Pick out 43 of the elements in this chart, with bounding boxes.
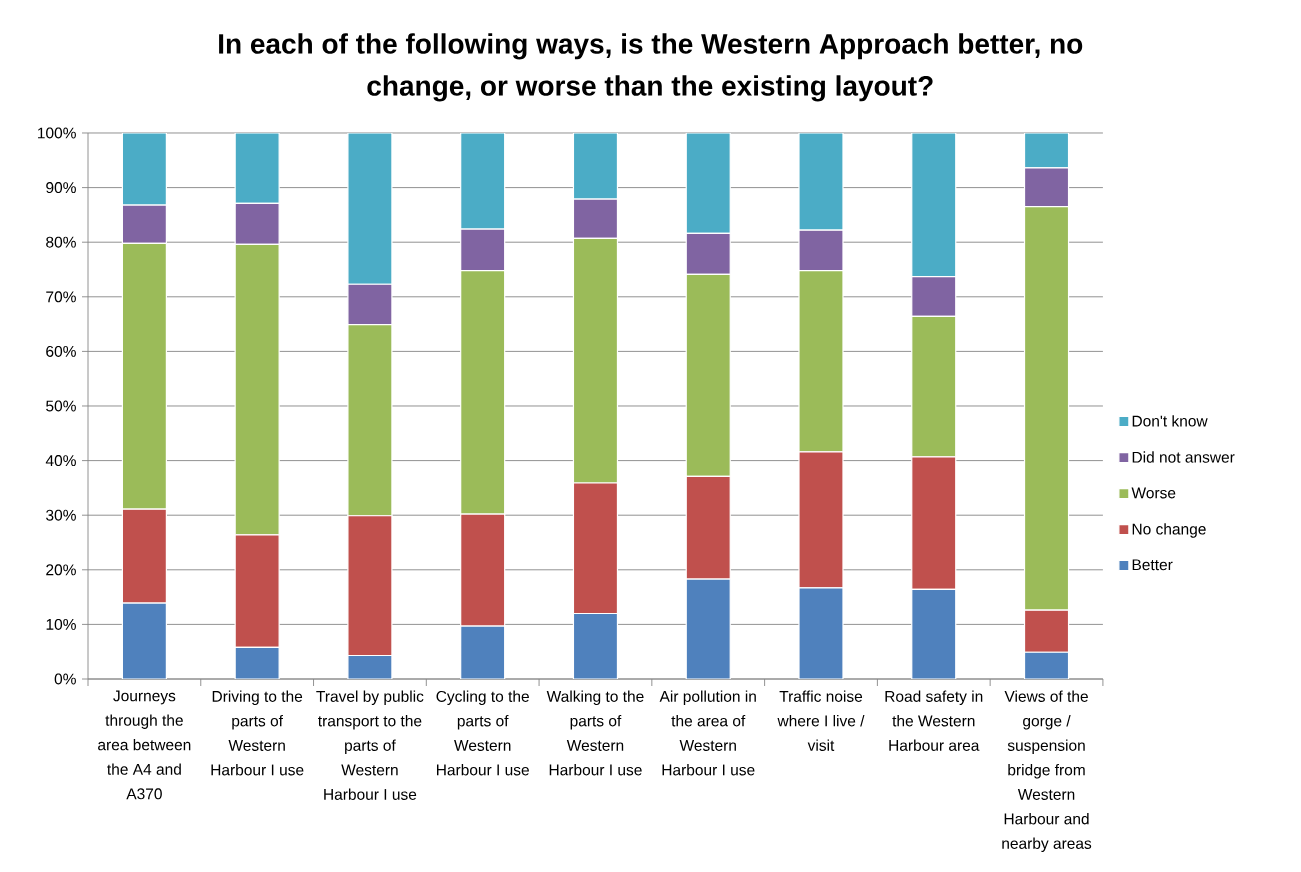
bar [460, 132, 506, 230]
y-tick-label: 70% [46, 291, 76, 303]
legend-label: Better [1132, 559, 1173, 571]
y-tick-label: 50% [46, 400, 76, 412]
y-tick-label: 100% [38, 127, 76, 139]
legend-label: No change [1132, 523, 1206, 538]
bar [911, 132, 957, 278]
x-tick-label: Journeys through the area between the A4 and A370 [98, 690, 191, 800]
bar [121, 132, 167, 206]
bar [572, 132, 619, 200]
x-tick-label: Traffic noise where I live / visit [777, 690, 865, 751]
y-tick-label: 10% [46, 618, 76, 630]
y-tick-label: 20% [46, 564, 76, 576]
x-tick-label: Views of the gorge / suspension bridge from Western Harbour and nearby areas [1002, 690, 1092, 852]
legend-label: Don't know [1132, 415, 1208, 427]
x-tick-label: Walking to the parts of Western Harbour I use [546, 690, 644, 776]
chart-title: In each of the following ways, is the Western Approach better, no change, or worse than the existing layout? [219, 33, 1083, 102]
bar [685, 132, 731, 235]
bar [234, 646, 280, 679]
bar [911, 588, 957, 679]
x-tick-label: Travel by public transport to the parts of Western Harbour I use [316, 690, 424, 800]
legend-label: Worse [1131, 487, 1176, 499]
y-tick-label: 60% [46, 345, 76, 357]
bar [1023, 132, 1070, 169]
bar [685, 578, 731, 679]
bar [234, 132, 280, 205]
y-tick-label: 90% [46, 182, 76, 194]
legend-label: Did not answer [1132, 451, 1235, 463]
y-tick-label: 40% [45, 455, 76, 467]
bar [121, 602, 167, 679]
bar [460, 625, 506, 679]
bar [347, 132, 393, 285]
y-tick-label: 0% [54, 673, 76, 685]
bar [798, 587, 844, 679]
bar [572, 612, 619, 679]
x-tick-label: Road safety in the Western Harbour area [885, 690, 983, 751]
bar [798, 132, 844, 231]
x-tick-label: Air pollution in the area of Western Harbour I use [659, 690, 756, 776]
x-tick-label: Driving to the parts of Western Harbour I use [211, 690, 304, 776]
y-tick-label: 80% [46, 236, 76, 248]
x-tick-label: Cycling to the parts of Western Harbour I use [436, 690, 529, 776]
y-tick-label: 30% [46, 509, 76, 521]
bar [1023, 651, 1070, 679]
